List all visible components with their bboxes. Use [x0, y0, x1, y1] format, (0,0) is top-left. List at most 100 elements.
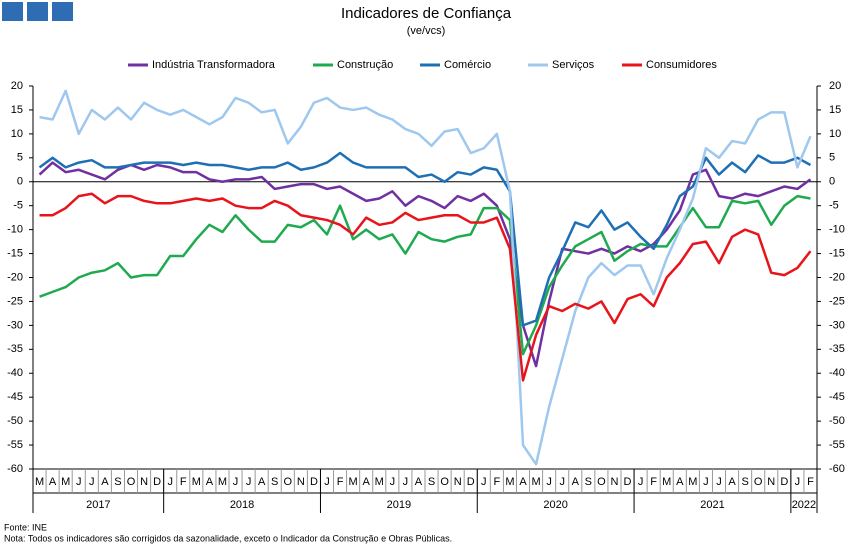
- x-tick-label: M: [218, 476, 227, 488]
- x-tick-label: O: [284, 476, 293, 488]
- chart-title: Indicadores de Confiança: [341, 5, 512, 22]
- x-tick-label: M: [375, 476, 384, 488]
- y-tick-label: -25: [7, 295, 23, 307]
- y-tick-label: -55: [7, 439, 23, 451]
- y2-tick-label: 15: [829, 104, 841, 116]
- y-tick-label: -45: [7, 391, 23, 403]
- x-tick-label: J: [403, 476, 409, 488]
- x-tick-label: A: [49, 476, 57, 488]
- x-tick-label: M: [61, 476, 70, 488]
- x-tick-label: J: [324, 476, 330, 488]
- x-tick-label: F: [337, 476, 344, 488]
- legend-label: Consumidores: [646, 59, 717, 71]
- x-tick-label: J: [233, 476, 239, 488]
- y2-tick-label: -15: [829, 247, 845, 259]
- x-tick-label: A: [101, 476, 109, 488]
- x-tick-label: D: [780, 476, 788, 488]
- x-tick-label: M: [349, 476, 358, 488]
- x-tick-label: O: [440, 476, 449, 488]
- x-tick-label: D: [153, 476, 161, 488]
- x-tick-label: N: [610, 476, 618, 488]
- y2-tick-label: -55: [829, 439, 845, 451]
- y2-tick-label: -35: [829, 343, 845, 355]
- source: Fonte: INE: [4, 522, 47, 532]
- x-tick-label: M: [192, 476, 201, 488]
- y-tick-label: -15: [7, 247, 23, 259]
- y2-tick-label: 20: [829, 80, 841, 92]
- x-tick-label: J: [246, 476, 252, 488]
- y-tick-label: 20: [11, 80, 23, 92]
- x-tick-label: J: [76, 476, 82, 488]
- x-tick-label: O: [597, 476, 606, 488]
- x-tick-label: M: [35, 476, 44, 488]
- y-tick-label: -50: [7, 415, 23, 427]
- y-tick-label: -40: [7, 367, 23, 379]
- y2-tick-label: -25: [829, 295, 845, 307]
- logo-square: [27, 2, 48, 21]
- x-tick-label: S: [741, 476, 748, 488]
- x-tick-label: A: [519, 476, 527, 488]
- year-label: 2020: [543, 499, 567, 511]
- x-tick-label: O: [754, 476, 763, 488]
- y2-tick-label: -60: [829, 463, 845, 475]
- legend-label: Serviços: [552, 59, 595, 71]
- logo-square: [2, 2, 23, 21]
- y2-tick-label: 5: [829, 152, 835, 164]
- x-tick-label: D: [467, 476, 475, 488]
- x-tick-label: S: [428, 476, 435, 488]
- x-tick-label: N: [140, 476, 148, 488]
- x-tick-label: N: [297, 476, 305, 488]
- x-tick-label: N: [454, 476, 462, 488]
- x-tick-label: J: [638, 476, 644, 488]
- legend-label: Construção: [337, 59, 393, 71]
- x-tick-label: A: [676, 476, 684, 488]
- y2-tick-label: -20: [829, 271, 845, 283]
- x-tick-label: A: [363, 476, 371, 488]
- y2-tick-label: -5: [829, 200, 839, 212]
- x-tick-label: F: [493, 476, 500, 488]
- x-tick-label: N: [767, 476, 775, 488]
- y-tick-label: -20: [7, 271, 23, 283]
- y-tick-label: 5: [17, 152, 23, 164]
- x-tick-label: J: [559, 476, 565, 488]
- x-tick-label: A: [206, 476, 214, 488]
- series-line: [38, 161, 812, 368]
- x-tick-label: J: [167, 476, 173, 488]
- x-tick-label: J: [390, 476, 396, 488]
- x-tick-label: J: [795, 476, 801, 488]
- legend-label: Comércio: [444, 59, 491, 71]
- year-label: 2022: [792, 499, 816, 511]
- y2-tick-label: -10: [829, 224, 845, 236]
- y-tick-label: 10: [11, 128, 23, 140]
- x-tick-label: F: [180, 476, 187, 488]
- x-tick-label: D: [624, 476, 632, 488]
- x-tick-label: S: [271, 476, 278, 488]
- chart-subtitle: (ve/vcs): [407, 25, 446, 37]
- x-tick-label: J: [546, 476, 552, 488]
- x-tick-label: O: [127, 476, 136, 488]
- x-tick-label: S: [585, 476, 592, 488]
- y2-tick-label: 10: [829, 128, 841, 140]
- x-tick-label: J: [481, 476, 487, 488]
- x-tick-label: J: [703, 476, 709, 488]
- series-line: [38, 151, 812, 327]
- logo-square: [52, 2, 73, 21]
- y-tick-label: 0: [17, 176, 23, 188]
- y-tick-label: -5: [13, 200, 23, 212]
- y2-tick-label: 0: [829, 176, 835, 188]
- year-label: 2021: [700, 499, 724, 511]
- year-label: 2017: [86, 499, 110, 511]
- x-tick-label: A: [415, 476, 423, 488]
- y-tick-label: -60: [7, 463, 23, 475]
- year-label: 2018: [230, 499, 254, 511]
- x-tick-label: F: [807, 476, 814, 488]
- x-tick-label: S: [114, 476, 121, 488]
- x-tick-label: A: [728, 476, 736, 488]
- x-tick-label: J: [89, 476, 95, 488]
- x-tick-label: J: [716, 476, 722, 488]
- x-tick-label: F: [650, 476, 657, 488]
- y2-tick-label: -45: [829, 391, 845, 403]
- y-tick-label: -35: [7, 343, 23, 355]
- y-tick-label: -10: [7, 224, 23, 236]
